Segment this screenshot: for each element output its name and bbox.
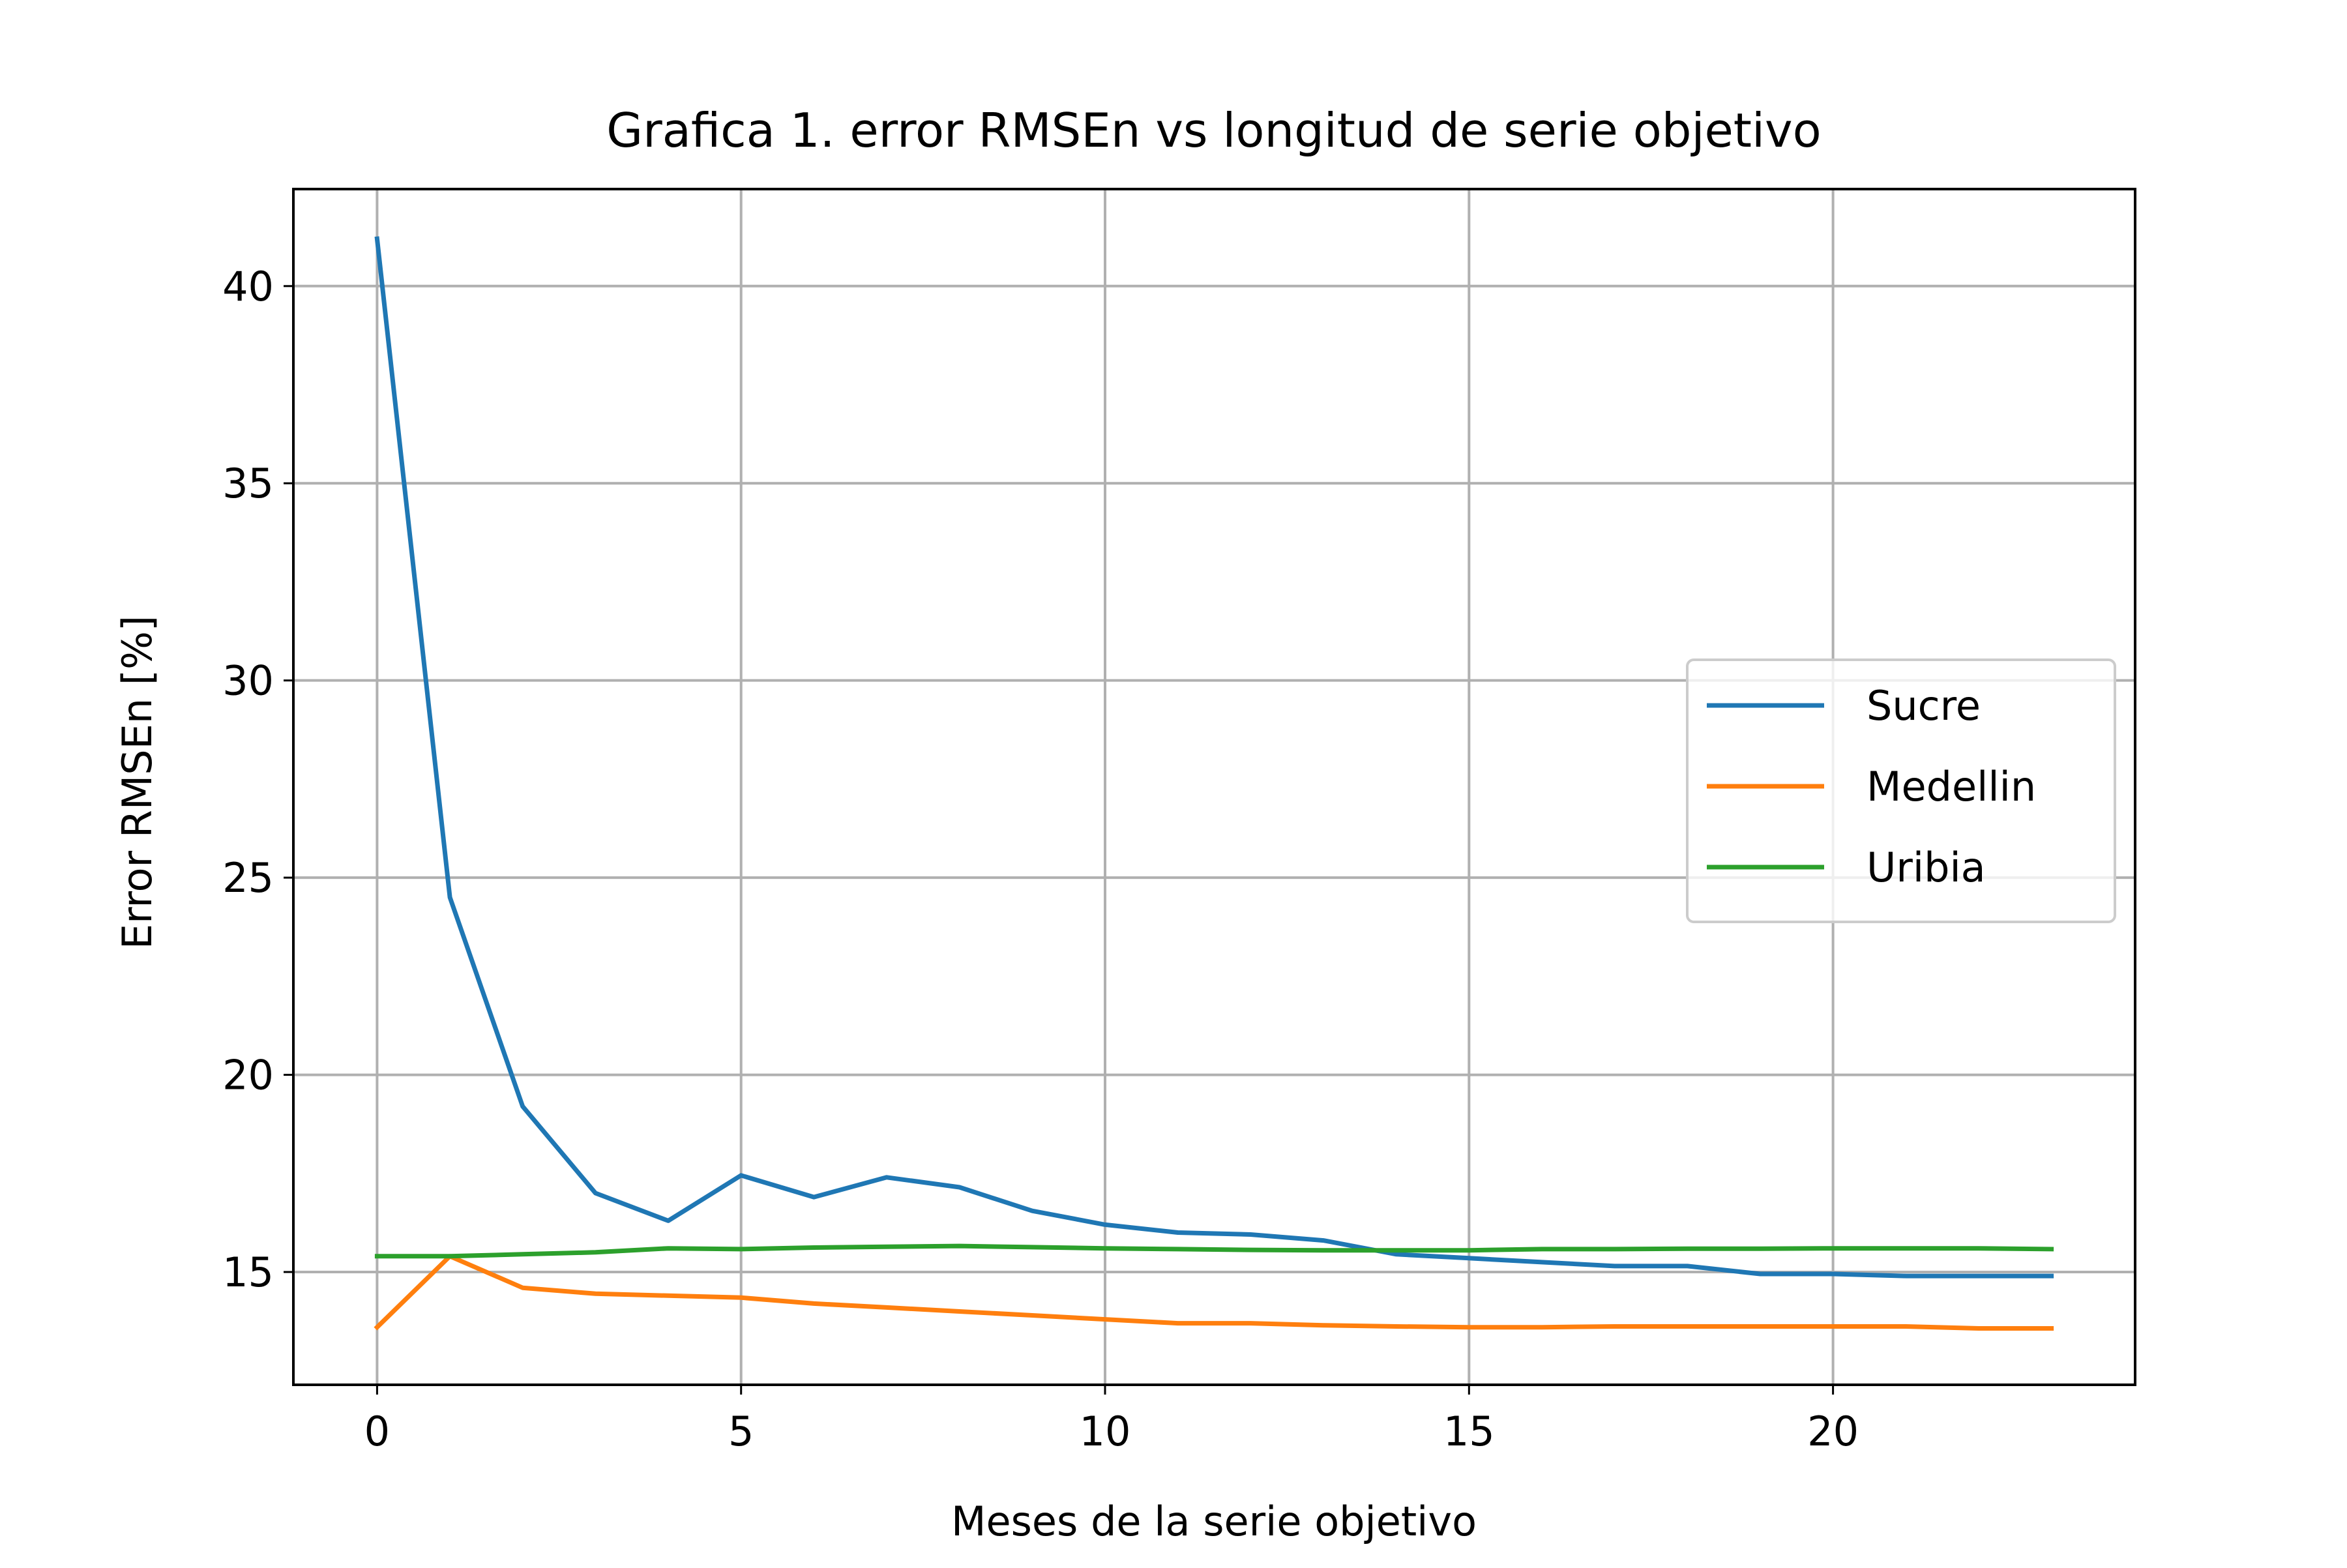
legend-label: Sucre (1867, 682, 1981, 730)
x-axis-label: Meses de la serie objetivo (951, 1498, 1477, 1545)
y-tick-label: 20 (222, 1052, 274, 1099)
axis-ticks: 0 5 10 15 20 15 20 25 30 35 40 (222, 263, 1859, 1455)
y-tick-label: 15 (222, 1249, 274, 1296)
legend: Sucre Medellin Uribia (1686, 658, 2116, 923)
x-tick-label: 5 (728, 1408, 754, 1455)
chart-title: Grafica 1. error RMSEn vs longitud de se… (606, 103, 1821, 158)
grid-lines (293, 189, 2135, 1385)
series-line-sucre (374, 236, 2054, 1279)
y-tick-label: 30 (222, 657, 274, 705)
y-tick-label: 40 (222, 263, 274, 310)
y-axis-label: Error RMSEn [%] (113, 615, 161, 949)
series-line-uribia (374, 1243, 2054, 1259)
legend-label: Medellin (1867, 763, 2036, 810)
x-tick-label: 20 (1807, 1408, 1859, 1455)
legend-box (1686, 658, 2116, 923)
x-tick-label: 15 (1443, 1408, 1495, 1455)
y-tick-label: 35 (222, 460, 274, 507)
legend-label: Uribia (1867, 844, 1986, 891)
series-lines (374, 236, 2054, 1331)
plot-area-frame (292, 188, 2136, 1386)
x-tick-label: 0 (364, 1408, 390, 1455)
y-tick-label: 25 (222, 854, 274, 902)
series-line-medellin (374, 1254, 2054, 1331)
x-tick-label: 10 (1080, 1408, 1131, 1455)
